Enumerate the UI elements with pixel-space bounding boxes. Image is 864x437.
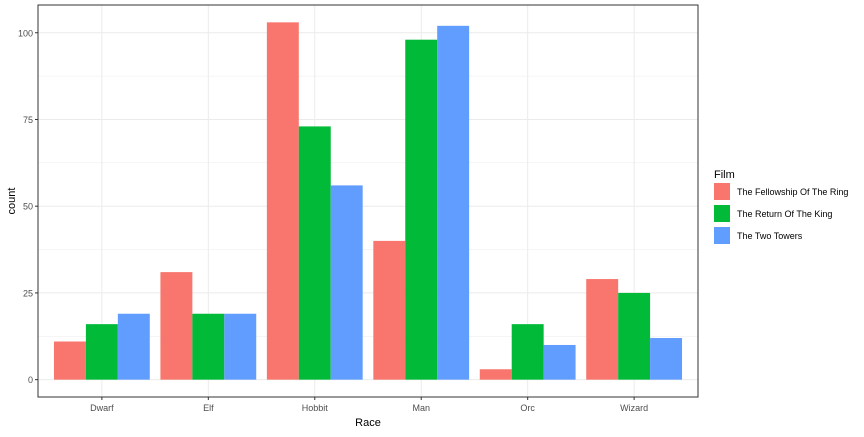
bar-man-series-3 (437, 25, 470, 380)
legend-title: Film (714, 169, 735, 181)
legend-key (714, 205, 730, 222)
bar-orc-series-3 (543, 344, 576, 380)
legend-label: The Fellowship Of The Ring (737, 187, 848, 197)
x-axis-title: Race (355, 417, 381, 429)
bar-orc-series-1 (479, 369, 512, 380)
x-tick-label: Wizard (620, 403, 648, 413)
bar-man-series-1 (373, 240, 406, 380)
bar-dwarf-series-2 (85, 324, 118, 380)
bars (53, 22, 683, 380)
y-axis: 0 25 50 75 100 (18, 28, 38, 385)
y-tick-label: 50 (23, 202, 33, 212)
plot-border (37, 4, 699, 398)
legend-label: The Two Towers (737, 231, 803, 241)
x-axis: Dwarf Elf Hobbit Man Orc Wizard (90, 397, 648, 413)
y-axis-title: count (6, 188, 18, 215)
bar-wizard-series-3 (650, 338, 683, 380)
bar-hobbit-series-3 (330, 185, 363, 380)
bar-elf-series-2 (192, 313, 225, 380)
y-tick-label: 75 (23, 115, 33, 125)
x-tick-label: Orc (520, 403, 535, 413)
legend: Film The Fellowship Of The Ring The Retur… (714, 169, 848, 244)
bar-orc-series-2 (511, 324, 544, 380)
bar-elf-series-1 (160, 272, 193, 380)
x-tick-label: Hobbit (302, 403, 329, 413)
bar-elf-series-3 (224, 313, 257, 380)
y-tick-label: 100 (18, 28, 33, 38)
y-tick-label: 25 (23, 288, 33, 298)
legend-label: The Return Of The King (737, 209, 832, 219)
bar-dwarf-series-1 (53, 341, 86, 380)
bar-hobbit-series-2 (298, 126, 331, 380)
bar-hobbit-series-1 (266, 22, 299, 380)
legend-key (714, 183, 730, 200)
bar-dwarf-series-3 (117, 313, 150, 380)
legend-key (714, 227, 730, 244)
x-tick-label: Dwarf (90, 403, 114, 413)
bar-wizard-series-2 (618, 292, 651, 380)
bar-wizard-series-1 (586, 279, 619, 380)
bar-man-series-2 (405, 39, 438, 380)
x-tick-label: Man (412, 403, 430, 413)
x-tick-label: Elf (203, 403, 214, 413)
y-tick-label: 0 (28, 375, 33, 385)
